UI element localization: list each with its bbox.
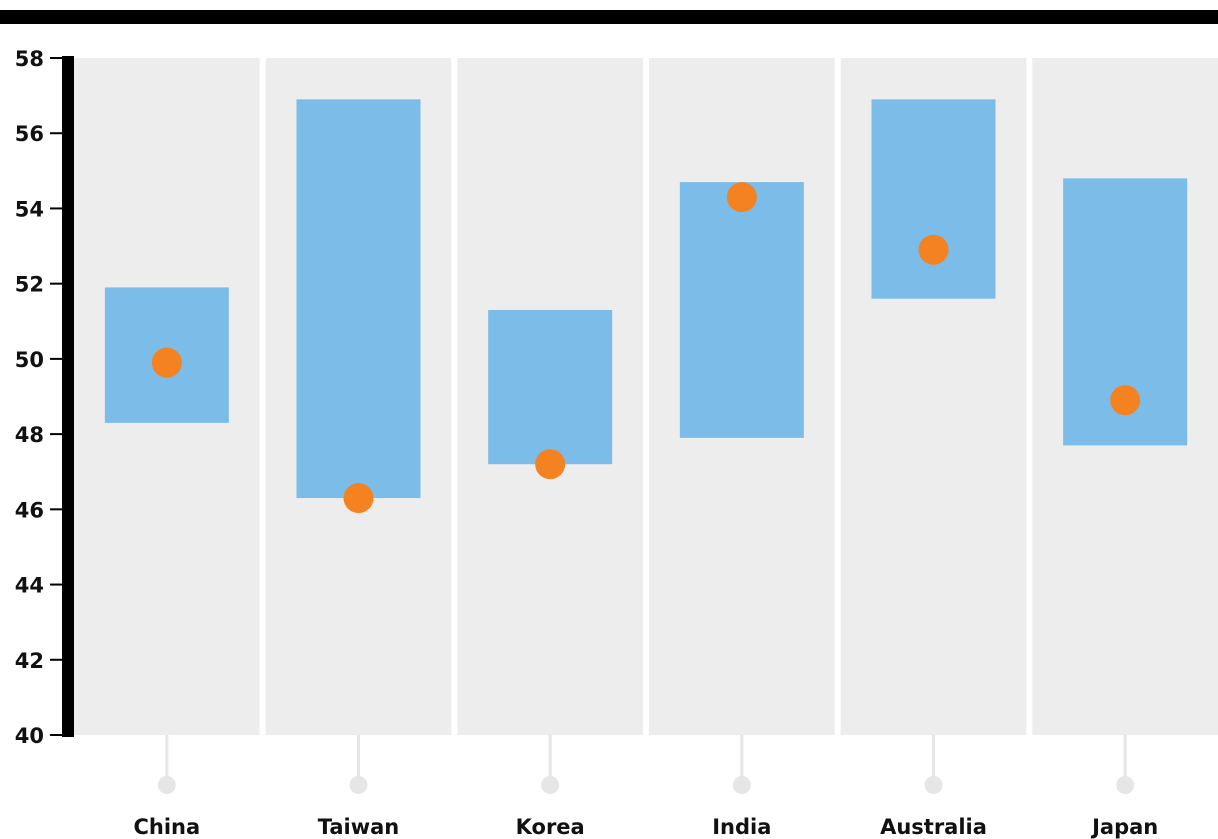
category-label-taiwan: Taiwan: [318, 815, 400, 839]
point-japan: [1110, 385, 1141, 416]
connector-dot-korea: [541, 776, 560, 794]
range-bar-australia: [871, 99, 996, 299]
value-points: [151, 182, 1141, 514]
y-tick-label: 44: [15, 574, 44, 598]
range-bar-korea: [488, 309, 613, 465]
y-axis-line: [62, 56, 74, 737]
y-tick-label: 40: [15, 724, 44, 748]
y-tick-label: 56: [15, 122, 44, 146]
y-tick-label: 46: [15, 498, 44, 522]
y-tick-label: 42: [15, 649, 44, 673]
range-bars: [104, 99, 1188, 499]
point-korea: [535, 449, 566, 480]
connector-dot-australia: [924, 776, 943, 794]
y-tick-label: 50: [15, 348, 44, 372]
category-label-india: India: [712, 815, 771, 839]
y-tick-label: 52: [15, 273, 44, 297]
category-panels: [74, 58, 1218, 735]
y-tick-label: 54: [15, 197, 44, 221]
range-bar-india: [679, 182, 804, 438]
top-bar: [0, 10, 1218, 24]
point-australia: [918, 234, 949, 265]
point-china: [151, 347, 182, 378]
category-label-australia: Australia: [880, 815, 987, 839]
connector-dot-india: [732, 776, 751, 794]
category-label-korea: Korea: [516, 815, 585, 839]
connector-dot-china: [157, 776, 176, 794]
connector-dot-taiwan: [349, 776, 368, 794]
y-tick-label: 58: [15, 47, 44, 71]
point-india: [726, 182, 757, 213]
y-axis: 40 42 44 46 48 50 52 54 56 58: [15, 47, 74, 748]
connector-dot-japan: [1116, 776, 1135, 794]
x-axis-categories: China Taiwan Korea India Australia Japan: [133, 735, 1158, 839]
category-label-china: China: [133, 815, 200, 839]
category-label-japan: Japan: [1090, 815, 1158, 839]
y-tick-label: 48: [15, 423, 44, 447]
point-taiwan: [343, 483, 374, 514]
range-bar-taiwan: [296, 99, 421, 499]
